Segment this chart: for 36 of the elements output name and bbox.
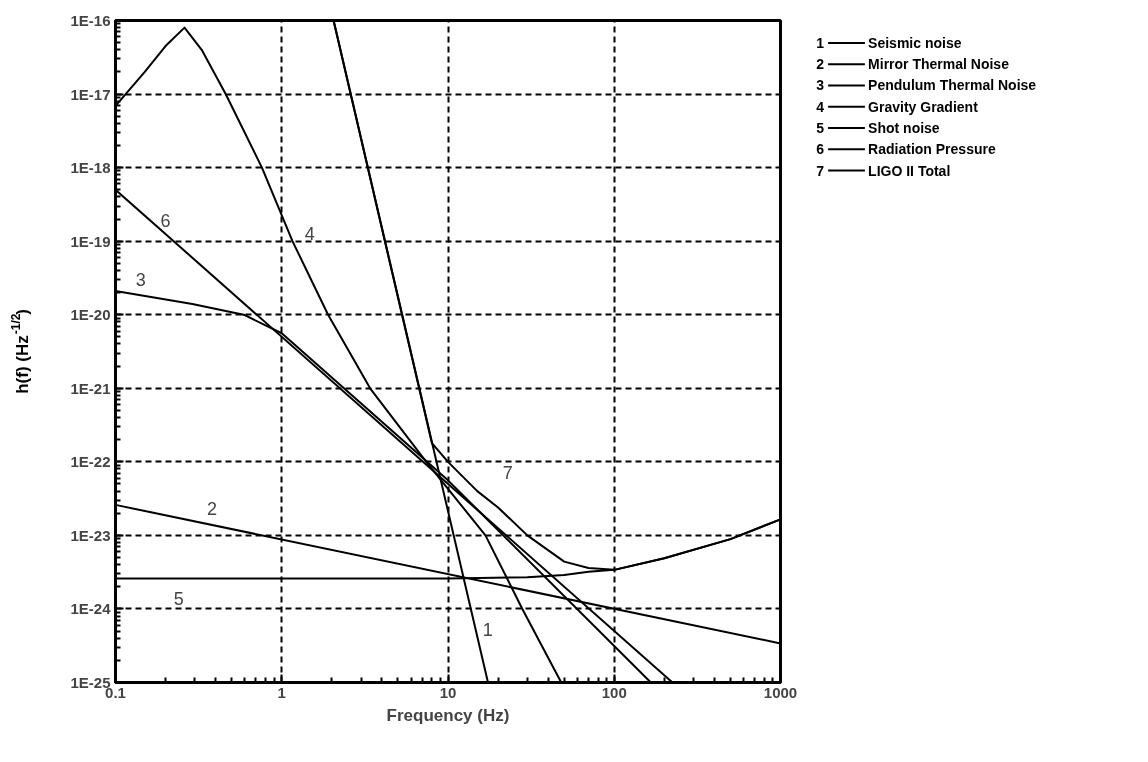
annotation: 5 <box>173 588 184 609</box>
x-tick-label: 100 <box>601 683 627 701</box>
y-tick-label: 1E-18 <box>70 159 111 177</box>
annotation: 1 <box>482 620 493 641</box>
legend-label: Radiation Pressure <box>868 141 996 158</box>
legend-label: Shot noise <box>868 120 940 137</box>
annotation: 2 <box>206 499 217 520</box>
legend-label: Mirror Thermal Noise <box>868 56 1010 73</box>
text: 2 <box>816 56 824 73</box>
text: 1 <box>816 34 824 51</box>
legend-label: Gravity Gradient <box>868 98 979 115</box>
y-axis-title: h(f) (Hz-1/2) <box>8 309 32 394</box>
text: 5 <box>816 120 824 137</box>
y-tick-label: 1E-16 <box>70 12 111 29</box>
annotation: 6 <box>160 210 171 231</box>
text: 3 <box>816 77 824 94</box>
y-tick-label: 1E-24 <box>70 600 112 618</box>
y-tick-label: 1E-21 <box>70 379 111 397</box>
x-axis-title: Frequency (Hz) <box>386 705 510 725</box>
legend-label: LIGO II Total <box>868 162 951 179</box>
y-tick-label: 1E-22 <box>70 453 111 471</box>
y-tick-label: 1E-23 <box>70 526 111 544</box>
y-tick-label: 1E-20 <box>70 306 111 324</box>
x-tick-label: 1 <box>277 683 286 701</box>
x-tick-label: 1000 <box>763 683 798 701</box>
text: 6 <box>816 141 824 158</box>
legend-label: Pendulum Thermal Noise <box>868 77 1037 94</box>
y-tick-label: 1E-17 <box>70 85 111 103</box>
legend-label: Seismic noise <box>868 34 962 51</box>
text: 7 <box>816 162 824 179</box>
y-tick-label: 1E-19 <box>70 232 111 250</box>
annotation: 4 <box>304 224 315 245</box>
text: 4 <box>816 98 824 115</box>
annotation: 7 <box>502 463 513 484</box>
annotation: 3 <box>135 269 146 290</box>
x-tick-label: 10 <box>439 683 457 701</box>
